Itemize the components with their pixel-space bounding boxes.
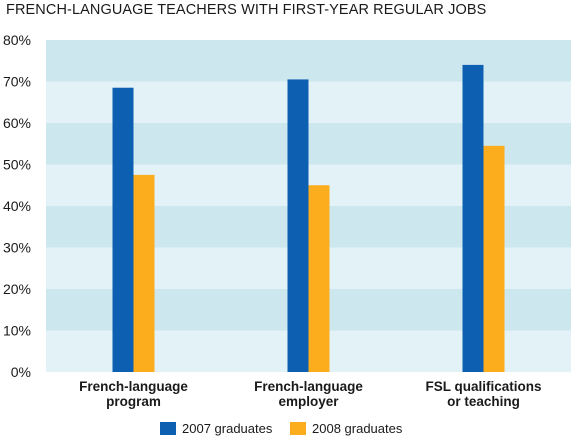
x-category-label: French-language [254,379,363,394]
x-category-label: program [106,394,161,409]
y-tick-label: 30% [3,240,31,256]
y-tick-label: 10% [3,323,31,339]
bar-2007-cat0 [112,87,134,372]
y-tick-label: 80% [3,32,31,48]
grid-band [46,40,571,82]
legend-swatch-2008 [290,422,306,435]
y-tick-label: 60% [3,115,31,131]
chart-title: FRENCH-LANGUAGE TEACHERS WITH FIRST-YEAR… [6,2,487,18]
y-tick-label: 20% [3,281,31,297]
x-category-label: employer [278,394,339,409]
y-tick-label: 50% [3,157,31,173]
x-category-label: French-language [79,379,188,394]
legend-item-2007: 2007 graduates [160,421,272,436]
legend-swatch-2007 [160,422,176,435]
x-category-label: FSL qualifications [425,379,541,394]
bar-2007-cat2 [462,64,484,373]
bar-2008-cat2 [483,145,505,372]
bar-2008-cat0 [133,174,155,372]
legend-label-2007: 2007 graduates [182,421,273,436]
bar-2008-cat1 [308,185,330,372]
x-category-label: or teaching [447,394,520,409]
bar-2007-cat1 [287,79,309,373]
y-tick-label: 70% [3,74,31,90]
y-tick-label: 0% [11,364,31,380]
legend-item-2008: 2008 graduates [290,421,402,436]
legend-label-2008: 2008 graduates [312,421,403,436]
y-tick-label: 40% [3,198,31,214]
